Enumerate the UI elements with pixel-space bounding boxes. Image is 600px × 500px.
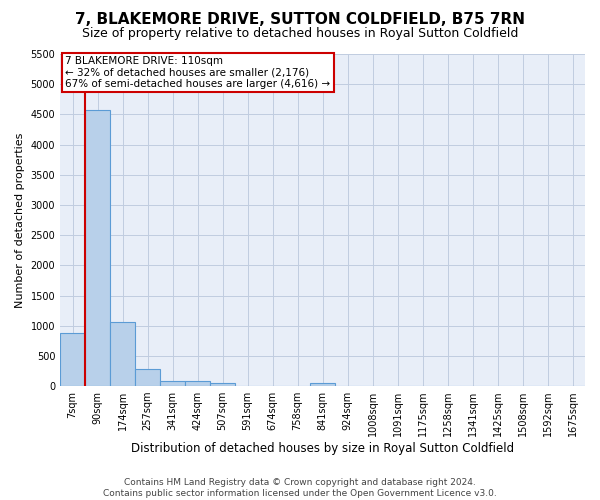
Bar [85,110,110,386]
Text: 7 BLAKEMORE DRIVE: 110sqm
← 32% of detached houses are smaller (2,176)
67% of se: 7 BLAKEMORE DRIVE: 110sqm ← 32% of detac… [65,56,331,89]
Text: Size of property relative to detached houses in Royal Sutton Coldfield: Size of property relative to detached ho… [82,28,518,40]
Bar [60,333,85,386]
Bar [110,322,135,386]
Bar [310,383,335,386]
Bar [135,368,160,386]
Y-axis label: Number of detached properties: Number of detached properties [15,132,25,308]
Bar [185,382,210,386]
Text: Contains HM Land Registry data © Crown copyright and database right 2024.
Contai: Contains HM Land Registry data © Crown c… [103,478,497,498]
Bar [210,383,235,386]
X-axis label: Distribution of detached houses by size in Royal Sutton Coldfield: Distribution of detached houses by size … [131,442,514,455]
Bar [160,382,185,386]
Text: 7, BLAKEMORE DRIVE, SUTTON COLDFIELD, B75 7RN: 7, BLAKEMORE DRIVE, SUTTON COLDFIELD, B7… [75,12,525,28]
